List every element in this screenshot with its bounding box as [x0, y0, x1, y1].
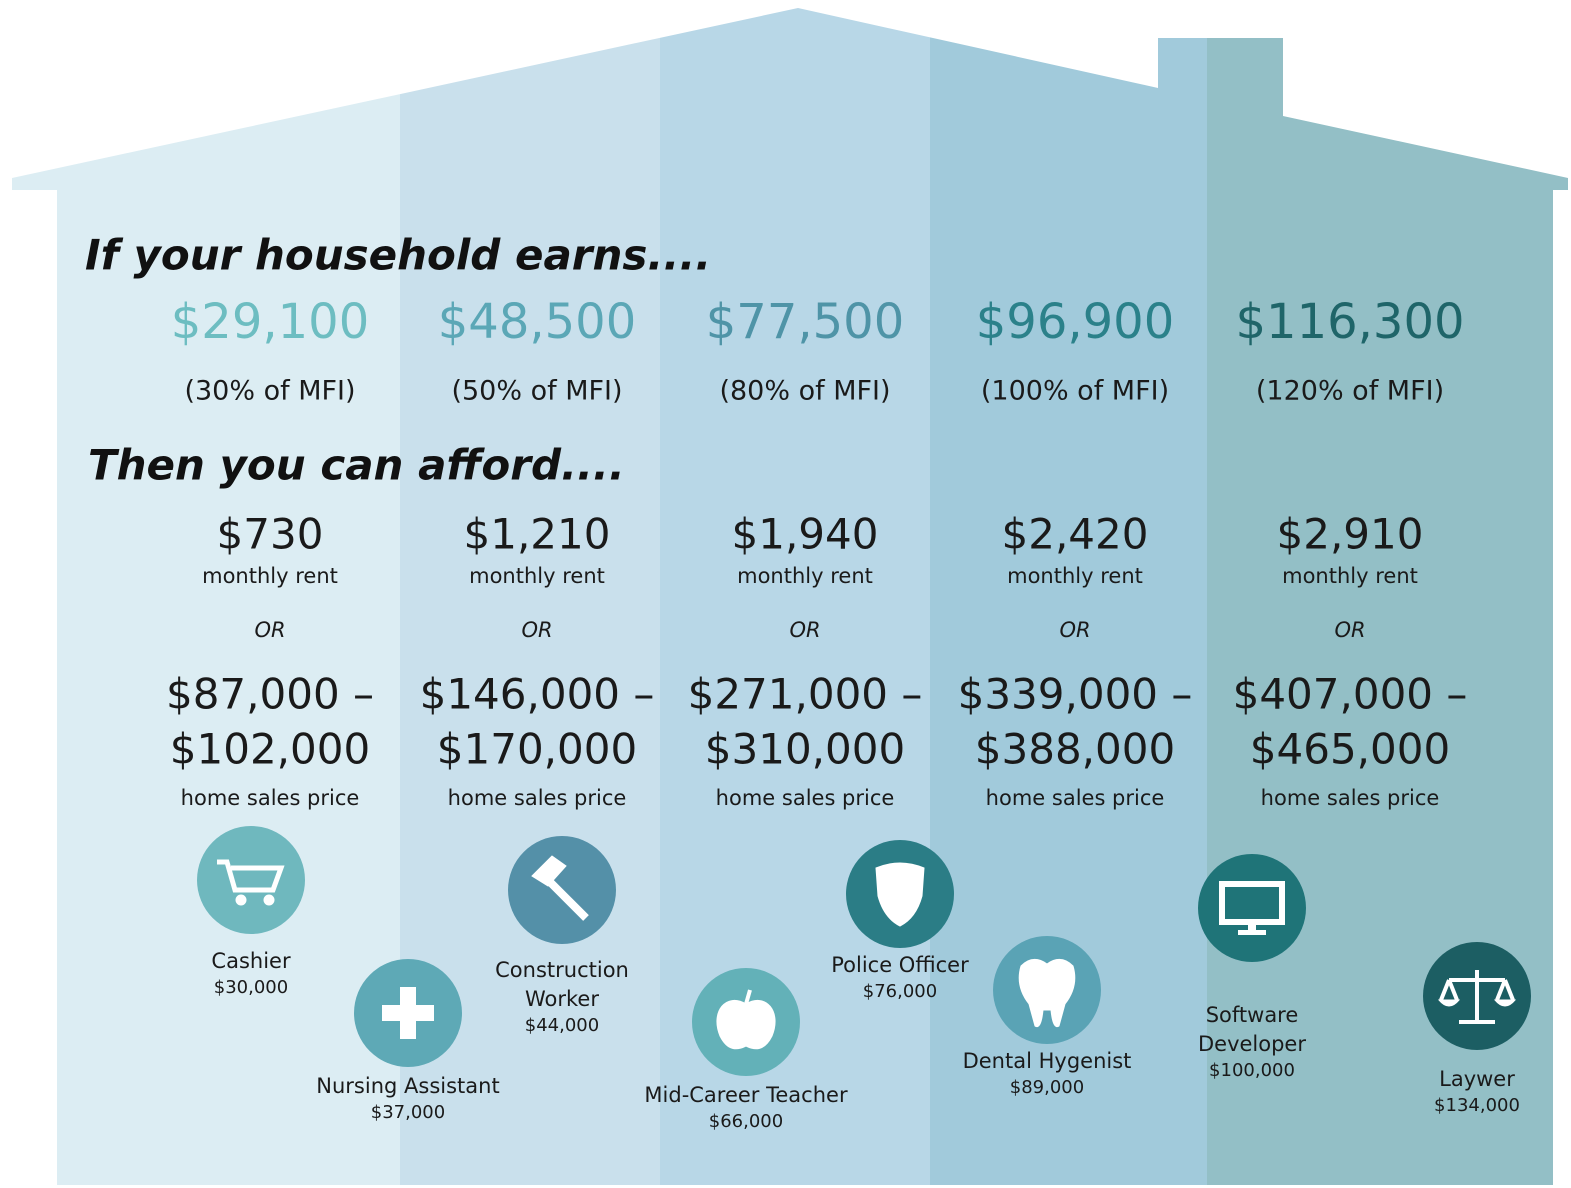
cart [217, 859, 285, 893]
rent: $1,940 [732, 510, 879, 559]
or: OR [789, 618, 820, 642]
pan [1437, 999, 1517, 1007]
price-high: $170,000 [437, 725, 637, 774]
occupation-name: Police Officer [831, 953, 969, 977]
icon [1219, 881, 1285, 935]
rent-label: monthly rent [1007, 564, 1143, 588]
scales [1439, 970, 1515, 1024]
occupation-salary: $89,000 [1010, 1077, 1084, 1098]
price-low: $407,000 – [1233, 670, 1468, 719]
or: OR [521, 618, 552, 642]
heading: Then you can afford.... [88, 441, 625, 490]
occupation-name: Cashier [211, 949, 291, 973]
plus [400, 987, 416, 1039]
rent-label: monthly rent [737, 564, 873, 588]
mfi: (50% of MFI) [451, 376, 622, 407]
occupation-salary: $76,000 [863, 981, 937, 1002]
or: OR [254, 618, 285, 642]
occupation-name: Dental Hygenist [963, 1049, 1132, 1073]
price-label: home sales price [986, 786, 1165, 810]
icon [875, 862, 925, 927]
icon [1437, 970, 1517, 1024]
rent-label: monthly rent [202, 564, 338, 588]
occupation-name: Software Developer [1198, 1003, 1306, 1056]
mfi: (30% of MFI) [184, 376, 355, 407]
price-low: $271,000 – [688, 670, 923, 719]
shield [875, 862, 925, 927]
price-label: home sales price [1261, 786, 1440, 810]
icon [382, 987, 434, 1039]
wheel [263, 894, 275, 906]
rent-label: monthly rent [469, 564, 605, 588]
or: OR [1334, 618, 1365, 642]
rent-label: monthly rent [1282, 564, 1418, 588]
occupation-salary: $100,000 [1209, 1060, 1295, 1081]
icon [716, 989, 776, 1050]
icon [217, 859, 285, 906]
icon-circle [1198, 854, 1306, 962]
apple [716, 999, 776, 1050]
price-low: $339,000 – [958, 670, 1193, 719]
occupation-name: Laywer [1439, 1067, 1515, 1091]
icon-circle [197, 826, 305, 934]
income: $29,100 [171, 294, 370, 350]
rent: $1,210 [464, 510, 611, 559]
tooth [1018, 959, 1076, 1028]
price-label: home sales price [181, 786, 360, 810]
price-high: $388,000 [975, 725, 1175, 774]
rent: $730 [217, 510, 324, 559]
occupation-name: Nursing Assistant [316, 1074, 499, 1098]
occupation-salary: $44,000 [525, 1015, 599, 1036]
mfi: (80% of MFI) [719, 376, 890, 407]
occupation-salary: $37,000 [371, 1102, 445, 1123]
price-label: home sales price [448, 786, 627, 810]
income: $77,500 [706, 294, 905, 350]
occupation-name: Mid-Career Teacher [644, 1083, 848, 1107]
occupation-salary: $134,000 [1434, 1095, 1520, 1116]
price-high: $102,000 [170, 725, 370, 774]
icon [1018, 959, 1076, 1028]
icon [531, 855, 589, 921]
income: $48,500 [438, 294, 637, 350]
price-low: $87,000 – [166, 670, 374, 719]
or: OR [1059, 618, 1090, 642]
price-high: $310,000 [705, 725, 905, 774]
heading: If your household earns.... [85, 231, 711, 280]
rent: $2,420 [1002, 510, 1149, 559]
income: $116,300 [1235, 294, 1464, 350]
mfi: (120% of MFI) [1256, 376, 1444, 407]
occupation-name: Construction Worker [495, 958, 629, 1011]
occupation-salary: $30,000 [214, 977, 288, 998]
base [1238, 930, 1266, 935]
price-high: $465,000 [1250, 725, 1450, 774]
price-low: $146,000 – [420, 670, 655, 719]
wheel [235, 894, 247, 906]
head [531, 855, 567, 887]
income: $96,900 [976, 294, 1175, 350]
price-label: home sales price [716, 786, 895, 810]
stem [744, 989, 752, 1005]
occupation-salary: $66,000 [709, 1111, 783, 1132]
mfi: (100% of MFI) [981, 376, 1169, 407]
rent: $2,910 [1277, 510, 1424, 559]
stand [1248, 922, 1256, 932]
